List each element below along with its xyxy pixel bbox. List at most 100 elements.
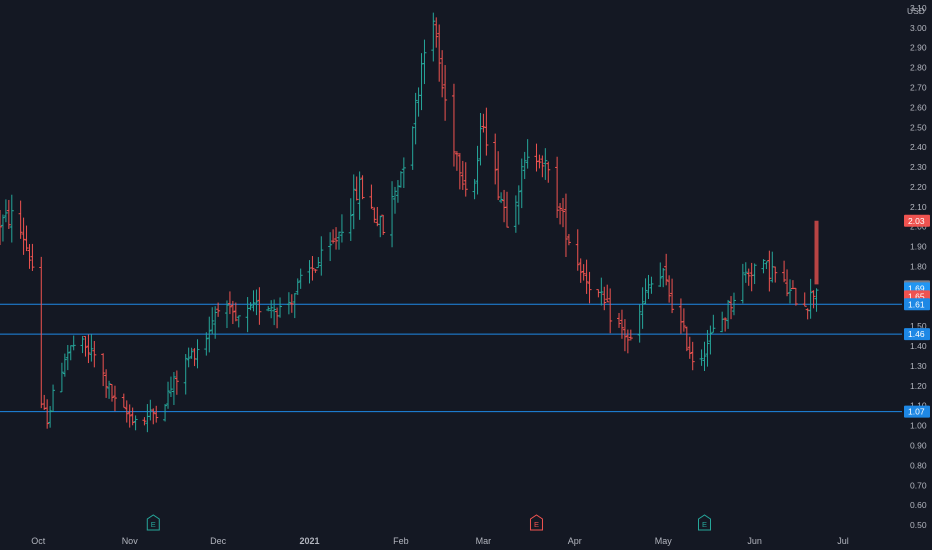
ohlc-bar: [316, 257, 321, 269]
earnings-marker[interactable]: E: [698, 514, 712, 531]
ohlc-bar: [726, 299, 731, 329]
ohlc-bar: [505, 191, 510, 228]
ohlc-bar: [761, 259, 766, 274]
ohlc-bar: [313, 269, 318, 273]
ohlc-bar: [295, 278, 300, 295]
earnings-marker-label: E: [534, 520, 539, 529]
ohlc-bar: [808, 278, 813, 319]
ohlc-bar: [440, 50, 445, 98]
ohlc-bar: [166, 381, 171, 409]
ohlc-bar: [3, 199, 8, 223]
ohlc-bar: [723, 317, 728, 332]
ohlc-bar: [699, 349, 704, 366]
price-tick-label: 0.60: [910, 500, 927, 510]
ohlc-bar: [443, 65, 448, 121]
earnings-marker[interactable]: E: [529, 514, 543, 531]
svg-text:1.65: 1.65: [908, 291, 925, 301]
ohlc-bar: [646, 274, 651, 300]
ohlc-bar: [357, 171, 362, 220]
svg-text:1.07: 1.07: [908, 407, 925, 417]
ohlc-bar: [163, 404, 168, 422]
ohlc-bar: [670, 278, 675, 314]
time-axis[interactable]: [0, 531, 902, 550]
ohlc-bar: [667, 275, 672, 303]
ohlc-bar: [151, 408, 156, 425]
ohlc-bar: [555, 156, 560, 218]
price-tick-label: 2.70: [910, 83, 927, 93]
ohlc-bar: [519, 158, 524, 209]
ohlc-bar: [793, 287, 798, 306]
ohlc-bar: [92, 340, 97, 368]
ohlc-bar: [525, 139, 530, 169]
ohlc-bar: [566, 234, 571, 246]
ohlc-bar: [298, 268, 303, 289]
ohlc-bar: [711, 314, 716, 333]
ohlc-bar: [661, 267, 666, 288]
ohlc-bar: [575, 229, 580, 271]
price-spike-bar: [814, 220, 819, 285]
ohlc-bar: [130, 407, 135, 426]
ohlc-bar: [319, 236, 324, 276]
ohlc-bar: [334, 227, 339, 250]
ohlc-bar: [563, 193, 568, 257]
ohlc-bar: [230, 300, 235, 325]
price-tick-label: 2.40: [910, 142, 927, 152]
ohlc-bar: [705, 329, 710, 367]
ohlc-bar: [599, 277, 604, 306]
ohlc-bar: [540, 155, 545, 178]
ohlc-bar: [811, 290, 816, 309]
earnings-marker-label: E: [151, 520, 156, 529]
ohlc-bar: [463, 162, 468, 197]
ohlc-bar: [431, 12, 436, 62]
ohlc-bar: [24, 225, 29, 252]
ohlc-bar: [437, 24, 442, 82]
ohlc-bar: [516, 185, 521, 225]
price-tick-label: 2.50: [910, 122, 927, 132]
ohlc-bar: [62, 353, 67, 377]
ohlc-bar: [478, 113, 483, 166]
time-tick-label: Jul: [837, 536, 849, 546]
ohlc-bar: [348, 198, 353, 241]
ohlc-bar: [558, 203, 563, 225]
ohlc-bar: [499, 192, 504, 204]
svg-text:2.03: 2.03: [908, 216, 925, 226]
time-tick-label: Nov: [122, 536, 139, 546]
svg-text:1.46: 1.46: [908, 329, 925, 339]
ohlc-bar: [30, 243, 35, 271]
ohlc-bar: [584, 259, 589, 294]
earnings-marker[interactable]: E: [146, 514, 160, 531]
price-tick-label: 3.10: [910, 3, 927, 13]
ohlc-bar: [522, 151, 527, 180]
bars-layer: [0, 12, 819, 433]
ohlc-bar: [45, 399, 50, 429]
time-tick-label: Oct: [31, 536, 46, 546]
ohlc-bar: [195, 339, 200, 369]
ohlc-bar: [708, 325, 713, 355]
ohlc-bar: [381, 214, 386, 235]
ohlc-bar: [608, 288, 613, 334]
price-tags: 2.031.701.691.651.611.461.07: [904, 214, 930, 418]
ohlc-bar: [731, 292, 736, 316]
ohlc-bar: [605, 284, 610, 303]
ohlc-bar: [59, 362, 64, 393]
time-tick-label: Mar: [476, 536, 492, 546]
ohlc-bar: [395, 180, 400, 203]
ohlc-bar: [0, 214, 5, 242]
price-tick-label: 1.30: [910, 361, 927, 371]
ohlc-bar: [121, 393, 126, 408]
price-tick-label: 1.50: [910, 321, 927, 331]
ohlc-bar: [729, 296, 734, 320]
ohlc-bar: [767, 250, 772, 292]
ohlc-bar: [802, 292, 807, 307]
price-axis[interactable]: [902, 0, 932, 550]
ohlc-bar: [578, 258, 583, 283]
ohlc-bar: [21, 217, 26, 255]
ohlc-bar: [210, 307, 215, 335]
ohlc-bar: [336, 231, 341, 250]
ohlc-bar: [0, 210, 2, 245]
currency-label: USD: [907, 6, 925, 16]
ohlc-bar: [171, 372, 176, 405]
price-tick-label: 1.40: [910, 341, 927, 351]
